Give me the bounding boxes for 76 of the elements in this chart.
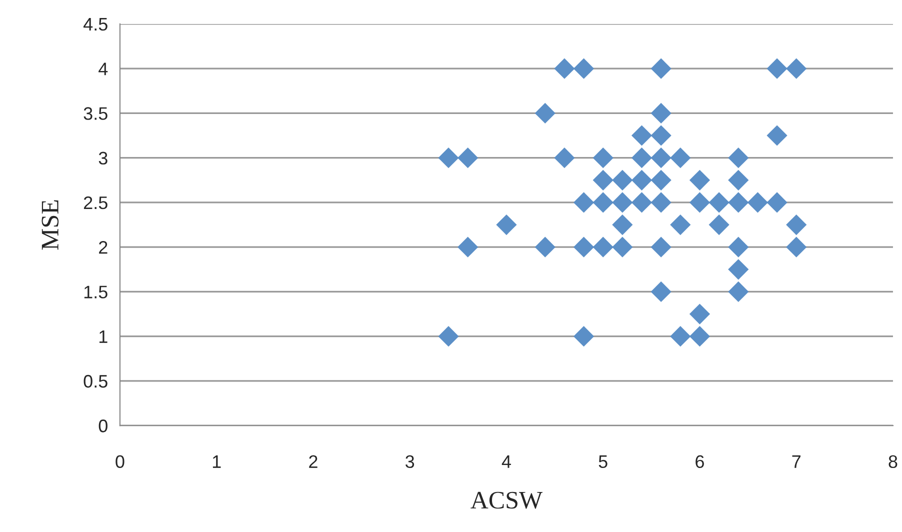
- x-axis-title: ACSW: [470, 492, 543, 509]
- point: [650, 192, 672, 213]
- point: [708, 192, 730, 213]
- point: [650, 125, 672, 146]
- point: [786, 236, 807, 258]
- point: [728, 259, 749, 280]
- point: [650, 236, 672, 258]
- x-tick-label: 6: [696, 455, 704, 468]
- point: [534, 102, 556, 124]
- point: [689, 192, 710, 213]
- y-tick-label: 1.5: [84, 286, 108, 298]
- y-tick-label: 0: [98, 420, 108, 432]
- point: [592, 236, 614, 258]
- point: [650, 170, 672, 190]
- point: [554, 58, 575, 79]
- point: [631, 170, 652, 190]
- point: [458, 236, 478, 258]
- point: [728, 236, 749, 258]
- point: [554, 148, 575, 168]
- point: [573, 192, 594, 213]
- point: [631, 148, 652, 168]
- x-tick-label: 3: [406, 455, 414, 468]
- point: [786, 214, 807, 236]
- point: [747, 192, 768, 213]
- point: [728, 281, 749, 302]
- point: [650, 102, 672, 124]
- point: [612, 236, 633, 258]
- point: [689, 170, 710, 190]
- point: [592, 148, 614, 168]
- point: [631, 192, 652, 213]
- point: [496, 214, 517, 236]
- point: [573, 58, 594, 79]
- point: [573, 326, 594, 347]
- point: [612, 170, 633, 190]
- y-tick-label: 3.5: [84, 107, 108, 120]
- point: [786, 58, 807, 79]
- point: [438, 326, 459, 347]
- y-tick-label: 4: [98, 62, 108, 76]
- point: [573, 236, 594, 258]
- point: [670, 326, 691, 347]
- point: [458, 148, 478, 168]
- point: [670, 148, 691, 168]
- y-tick-label: 2: [99, 241, 108, 254]
- y-tick-label: 2.5: [84, 196, 108, 210]
- point: [650, 281, 672, 302]
- x-tick-label: 7: [792, 455, 800, 468]
- point: [592, 192, 614, 213]
- point: [631, 125, 652, 146]
- x-tick-label: 2: [309, 455, 318, 468]
- y-tick-label: 1: [99, 330, 108, 343]
- point: [650, 148, 672, 168]
- point: [670, 214, 691, 236]
- point: [612, 214, 633, 236]
- x-tick-label: 0: [116, 455, 124, 468]
- point: [592, 170, 614, 190]
- point: [728, 148, 749, 168]
- point: [708, 214, 730, 236]
- point: [766, 58, 788, 79]
- point: [766, 192, 788, 213]
- point: [534, 236, 556, 258]
- y-tick-label: 4.5: [83, 18, 108, 31]
- x-tick-label: 1: [212, 455, 221, 468]
- point: [766, 125, 788, 146]
- point: [650, 58, 672, 79]
- point: [612, 192, 633, 213]
- point: [438, 148, 459, 168]
- y-axis-title: MSE: [42, 200, 59, 250]
- x-tick-label: 8: [888, 455, 898, 468]
- point: [728, 170, 749, 190]
- point: [689, 326, 710, 347]
- x-tick-label: 4: [502, 455, 511, 468]
- point: [689, 304, 710, 324]
- y-tick-label: 3: [98, 152, 108, 165]
- y-tick-label: 0.5: [84, 374, 108, 388]
- point: [728, 192, 749, 213]
- x-tick-label: 5: [598, 455, 608, 468]
